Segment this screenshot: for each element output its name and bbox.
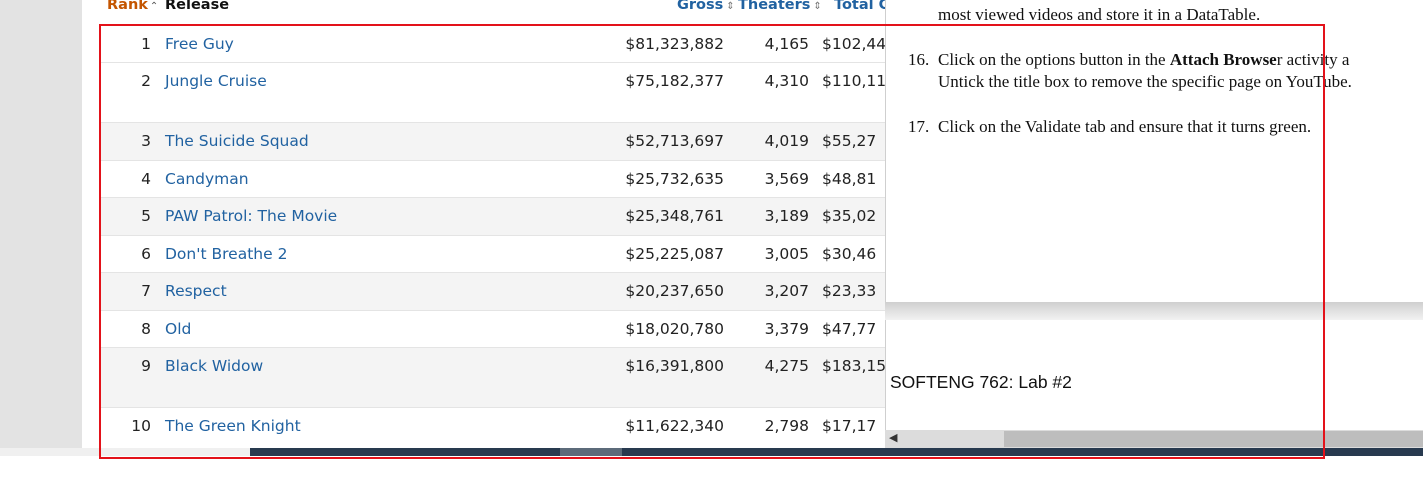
- total-gross-cell: $55,27: [822, 132, 877, 150]
- gross-cell: $16,391,800: [625, 357, 724, 375]
- release-link[interactable]: Free Guy: [165, 35, 234, 53]
- total-gross-cell: $48,81: [822, 170, 877, 188]
- step-16-text-pre: Click on the options button in the: [938, 50, 1170, 69]
- step-16-text-post: r activity a: [1276, 50, 1350, 69]
- rank-cell: 5: [141, 207, 151, 225]
- table-row: 8 Old $18,020,780 3,379 $47,77: [100, 310, 885, 348]
- release-link[interactable]: Black Widow: [165, 357, 264, 375]
- gross-cell: $52,713,697: [625, 132, 724, 150]
- sort-icon: ⇕: [726, 1, 735, 12]
- rank-cell: 10: [131, 417, 151, 435]
- gross-cell: $20,237,650: [625, 282, 724, 300]
- rank-cell: 7: [141, 282, 151, 300]
- sort-asc-icon: ⌃: [149, 1, 159, 12]
- table-row: 1 Free Guy $81,323,882 4,165 $102,44: [100, 24, 885, 63]
- total-gross-cell: $183,15: [822, 357, 885, 375]
- step-16-text: Click on the options button in the Attac…: [938, 50, 1349, 70]
- release-link[interactable]: Respect: [165, 282, 227, 300]
- total-gross-cell: $47,77: [822, 320, 877, 338]
- table-row: 5 PAW Patrol: The Movie $25,348,761 3,18…: [100, 197, 885, 236]
- rank-cell: 2: [141, 72, 151, 90]
- theaters-cell: 3,569: [764, 170, 809, 188]
- rank-header-label: Rank: [107, 0, 148, 13]
- document-viewer-page: most viewed videos and store it in a Dat…: [885, 0, 1423, 303]
- box-office-table: Rank ⌃ Release Gross ⇕ Theaters ⇕ Total G 1…: [82, 0, 885, 450]
- scrollbar-thumb[interactable]: [1004, 431, 1423, 447]
- horizontal-scrollbar[interactable]: ◀: [885, 430, 1423, 448]
- theaters-cell: 4,275: [764, 357, 809, 375]
- step-number: 16.: [908, 50, 930, 69]
- theaters-cell: 3,189: [764, 207, 809, 225]
- total-gross-cell: $102,44: [822, 35, 885, 53]
- step-16-text-line2: Untick the title box to remove the speci…: [938, 72, 1352, 91]
- step-16-text-bold: Attach Browse: [1169, 50, 1277, 69]
- release-link[interactable]: The Suicide Squad: [165, 132, 309, 150]
- release-link[interactable]: PAW Patrol: The Movie: [165, 207, 338, 225]
- gross-cell: $25,732,635: [625, 170, 724, 188]
- theaters-cell: 3,379: [764, 320, 809, 338]
- total-gross-cell: $23,33: [822, 282, 877, 300]
- rank-cell: 6: [141, 245, 151, 263]
- total-gross-cell: $35,02: [822, 207, 877, 225]
- gross-cell: $25,348,761: [625, 207, 724, 225]
- release-link[interactable]: Old: [165, 320, 192, 338]
- document-text-line: most viewed videos and store it in a Dat…: [938, 5, 1261, 24]
- total-gross-column-header[interactable]: Total G: [834, 0, 885, 13]
- bottom-bar: [0, 448, 1423, 456]
- rank-column-header[interactable]: Rank ⌃: [107, 0, 158, 13]
- table-row: 9 Black Widow $16,391,800 4,275 $183,15: [100, 347, 885, 408]
- gross-cell: $25,225,087: [625, 245, 724, 263]
- total-header-label: Total G: [834, 0, 885, 13]
- gross-column-header[interactable]: Gross ⇕: [677, 0, 735, 13]
- scroll-left-icon[interactable]: ◀: [889, 431, 898, 444]
- step-17-text: Click on the Validate tab and ensure tha…: [938, 117, 1312, 136]
- total-gross-cell: $30,46: [822, 245, 877, 263]
- left-gutter: [0, 0, 82, 450]
- total-gross-cell: $17,17: [822, 417, 877, 435]
- gross-cell: $11,622,340: [625, 417, 724, 435]
- page-gap: [885, 302, 1423, 320]
- gross-cell: $81,323,882: [625, 35, 724, 53]
- release-link[interactable]: Jungle Cruise: [165, 72, 267, 90]
- table-row: 10 The Green Knight $11,622,340 2,798 $1…: [100, 407, 885, 446]
- table-row: 3 The Suicide Squad $52,713,697 4,019 $5…: [100, 122, 885, 161]
- taskbar-strip: [250, 448, 1423, 456]
- document-viewer-page: SOFTENG 762: Lab #2: [885, 320, 1423, 430]
- theaters-cell: 2,798: [764, 417, 809, 435]
- theaters-cell: 4,165: [764, 35, 809, 53]
- theaters-column-header[interactable]: Theaters ⇕: [738, 0, 822, 13]
- release-header-label: Release: [165, 0, 230, 13]
- total-gross-cell: $110,11: [822, 72, 885, 90]
- theaters-header-label: Theaters: [738, 0, 811, 13]
- table-row: 2 Jungle Cruise $75,182,377 4,310 $110,1…: [100, 62, 885, 123]
- rank-cell: 3: [141, 132, 151, 150]
- step-number: 17.: [908, 117, 930, 136]
- theaters-cell: 4,310: [764, 72, 809, 90]
- table-row: 4 Candyman $25,732,635 3,569 $48,81: [100, 160, 885, 198]
- rank-cell: 1: [141, 35, 151, 53]
- rank-cell: 4: [141, 170, 151, 188]
- table-row: 6 Don't Breathe 2 $25,225,087 3,005 $30,…: [100, 235, 885, 273]
- gross-header-label: Gross: [677, 0, 724, 13]
- release-link[interactable]: Don't Breathe 2: [165, 245, 288, 263]
- sort-icon: ⇕: [813, 1, 822, 12]
- release-column-header[interactable]: Release: [165, 0, 229, 13]
- page-header-text: SOFTENG 762: Lab #2: [890, 372, 1072, 392]
- theaters-cell: 4,019: [764, 132, 809, 150]
- rank-cell: 9: [141, 357, 151, 375]
- gross-cell: $75,182,377: [625, 72, 724, 90]
- table-row: 7 Respect $20,237,650 3,207 $23,33: [100, 272, 885, 311]
- gross-cell: $18,020,780: [625, 320, 724, 338]
- taskbar-segment: [560, 448, 622, 456]
- theaters-cell: 3,207: [764, 282, 809, 300]
- theaters-cell: 3,005: [764, 245, 809, 263]
- rank-cell: 8: [141, 320, 151, 338]
- release-link[interactable]: The Green Knight: [165, 417, 301, 435]
- release-link[interactable]: Candyman: [165, 170, 249, 188]
